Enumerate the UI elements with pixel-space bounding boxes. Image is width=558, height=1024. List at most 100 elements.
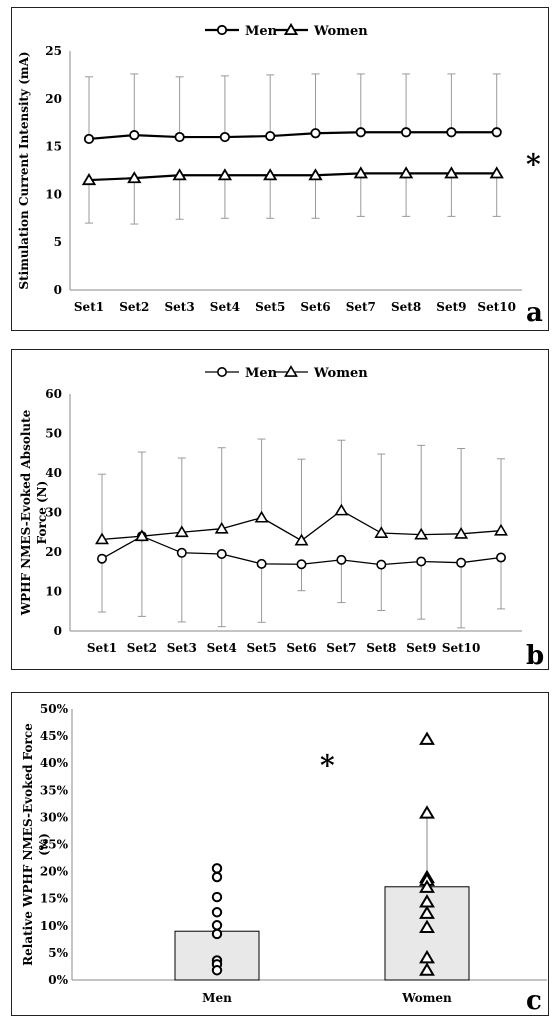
individual-point-men: [211, 928, 223, 940]
individual-point-men: [211, 920, 223, 931]
data-point-men: [265, 130, 276, 142]
data-point-men: [310, 128, 321, 139]
panel-b: 0 10 20 30 40 50 60 Set1 Set2 Set3 Set4 Set5 Set6 Set…: [11, 349, 549, 670]
y-tick-label: 40: [45, 466, 62, 480]
data-point-women: [334, 503, 349, 516]
individual-point-men: [211, 907, 223, 918]
x-tick-label: Set10: [442, 641, 481, 655]
x-tick-label: Set2: [119, 300, 149, 314]
y-tick-label: 35%: [40, 783, 69, 797]
individual-point-men: [211, 871, 223, 883]
x-tick-label: Set4: [207, 641, 237, 655]
data-point-men: [256, 558, 267, 569]
individual-point-women: [419, 949, 435, 964]
x-tick-label: Set5: [255, 300, 285, 314]
series-line-women: [88, 172, 497, 182]
data-point-women: [172, 168, 187, 181]
y-tick-label: 30%: [40, 810, 69, 824]
data-point-men: [216, 548, 227, 559]
data-point-men: [416, 556, 427, 567]
y-tick-label: 25: [45, 44, 62, 58]
significance-asterisk: *: [526, 148, 541, 181]
x-tick-label: Set1: [74, 300, 104, 314]
x-tick-label: Set7: [326, 641, 356, 655]
x-tick-label: Men: [202, 991, 232, 1005]
y-tick-label: 20: [45, 92, 62, 106]
individual-point-women: [419, 919, 435, 933]
data-point-women: [489, 166, 504, 179]
y-tick-label: 10: [45, 585, 62, 599]
y-tick-label: 20%: [40, 865, 69, 879]
panel-letter: b: [526, 641, 544, 669]
y-tick-label: 40%: [40, 756, 69, 770]
relative-force-chart: 0% 5% 10% 15% 20% 25% 30% 35% 40% 45% 50% Men Women R…: [21, 702, 547, 1015]
individual-point-men: [211, 863, 223, 874]
panel-c: 0% 5% 10% 15% 20% 25% 30% 35% 40% 45% 50% Men Women R…: [11, 692, 549, 1016]
y-tick-label: 15%: [40, 892, 69, 906]
data-point-women: [454, 526, 469, 539]
data-point-women: [254, 510, 269, 523]
data-point-men: [129, 130, 140, 141]
individual-point-men: [211, 965, 223, 976]
x-tick-label: Women: [401, 991, 452, 1005]
individual-point-women: [419, 805, 435, 819]
legend-label-women: Women: [313, 24, 368, 39]
legend-marker-men: [216, 24, 228, 36]
x-tick-label: Set10: [477, 300, 516, 314]
data-point-women: [414, 527, 429, 540]
x-tick-label: Set7: [346, 300, 376, 314]
y-tick-label: 0%: [48, 973, 68, 987]
data-point-women: [174, 525, 189, 538]
data-point-men: [355, 127, 366, 138]
data-point-men: [219, 131, 230, 143]
y-tick-label: 10: [45, 187, 62, 201]
data-point-women: [444, 166, 459, 179]
individual-point-women: [419, 879, 435, 893]
data-point-men: [376, 559, 387, 570]
absolute-force-chart: 0 10 20 30 40 50 60 Set1 Set2 Set3 Set4 Set5 Set6 Set…: [19, 365, 544, 669]
legend-label-men: Men: [245, 366, 278, 381]
panel-a: 0 5 10 15 20 25 Set1 Set2 Set3 Set4 Set5 Set6 Set7 Se…: [11, 7, 549, 331]
data-point-men: [83, 133, 95, 145]
y-axis-title: WPHF NMES-Evoked Absolute Force (N): [19, 409, 49, 616]
data-point-women: [494, 523, 508, 536]
y-axis-title: Stimulation Current Intensity (mA): [17, 51, 31, 289]
x-tick-label: Set6: [300, 300, 330, 314]
y-tick-label: 50%: [40, 702, 69, 716]
panel-letter: c: [526, 986, 542, 1015]
data-point-men: [491, 127, 502, 138]
data-point-women: [263, 168, 278, 181]
y-axis-title: Relative WPHF NMES-Evoked Force (%): [21, 723, 51, 966]
data-point-men: [176, 547, 187, 558]
x-tick-label: Set3: [164, 300, 194, 314]
x-tick-label: Set4: [210, 300, 240, 314]
x-tick-label: Set9: [406, 641, 436, 655]
y-tick-label: 30: [45, 506, 62, 520]
x-tick-label: Set8: [391, 300, 421, 314]
x-tick-label: Set2: [127, 641, 157, 655]
data-point-women: [217, 168, 233, 181]
y-tick-label: 0: [54, 624, 62, 638]
data-point-men: [296, 559, 307, 570]
y-tick-label: 10%: [40, 919, 69, 933]
legend-marker-men: [217, 366, 228, 377]
data-point-women: [294, 533, 309, 546]
legend-marker-women: [283, 22, 299, 36]
y-tick-label: 25%: [40, 838, 69, 852]
y-tick-label: 0: [54, 283, 62, 297]
individual-point-women: [419, 962, 435, 976]
data-point-women: [214, 521, 229, 534]
x-tick-label: Set3: [167, 641, 197, 655]
panel-letter: a: [526, 298, 543, 328]
legend-marker-women: [284, 365, 298, 377]
data-point-women: [308, 168, 323, 181]
data-point-men: [400, 127, 412, 138]
data-point-men: [174, 131, 185, 143]
legend-label-women: Women: [313, 366, 368, 381]
x-tick-label: Set8: [366, 641, 396, 655]
data-point-men: [446, 127, 457, 138]
data-point-men: [456, 557, 467, 568]
individual-point-women: [419, 905, 435, 919]
x-tick-label: Set9: [436, 300, 466, 314]
data-point-men: [495, 552, 506, 563]
